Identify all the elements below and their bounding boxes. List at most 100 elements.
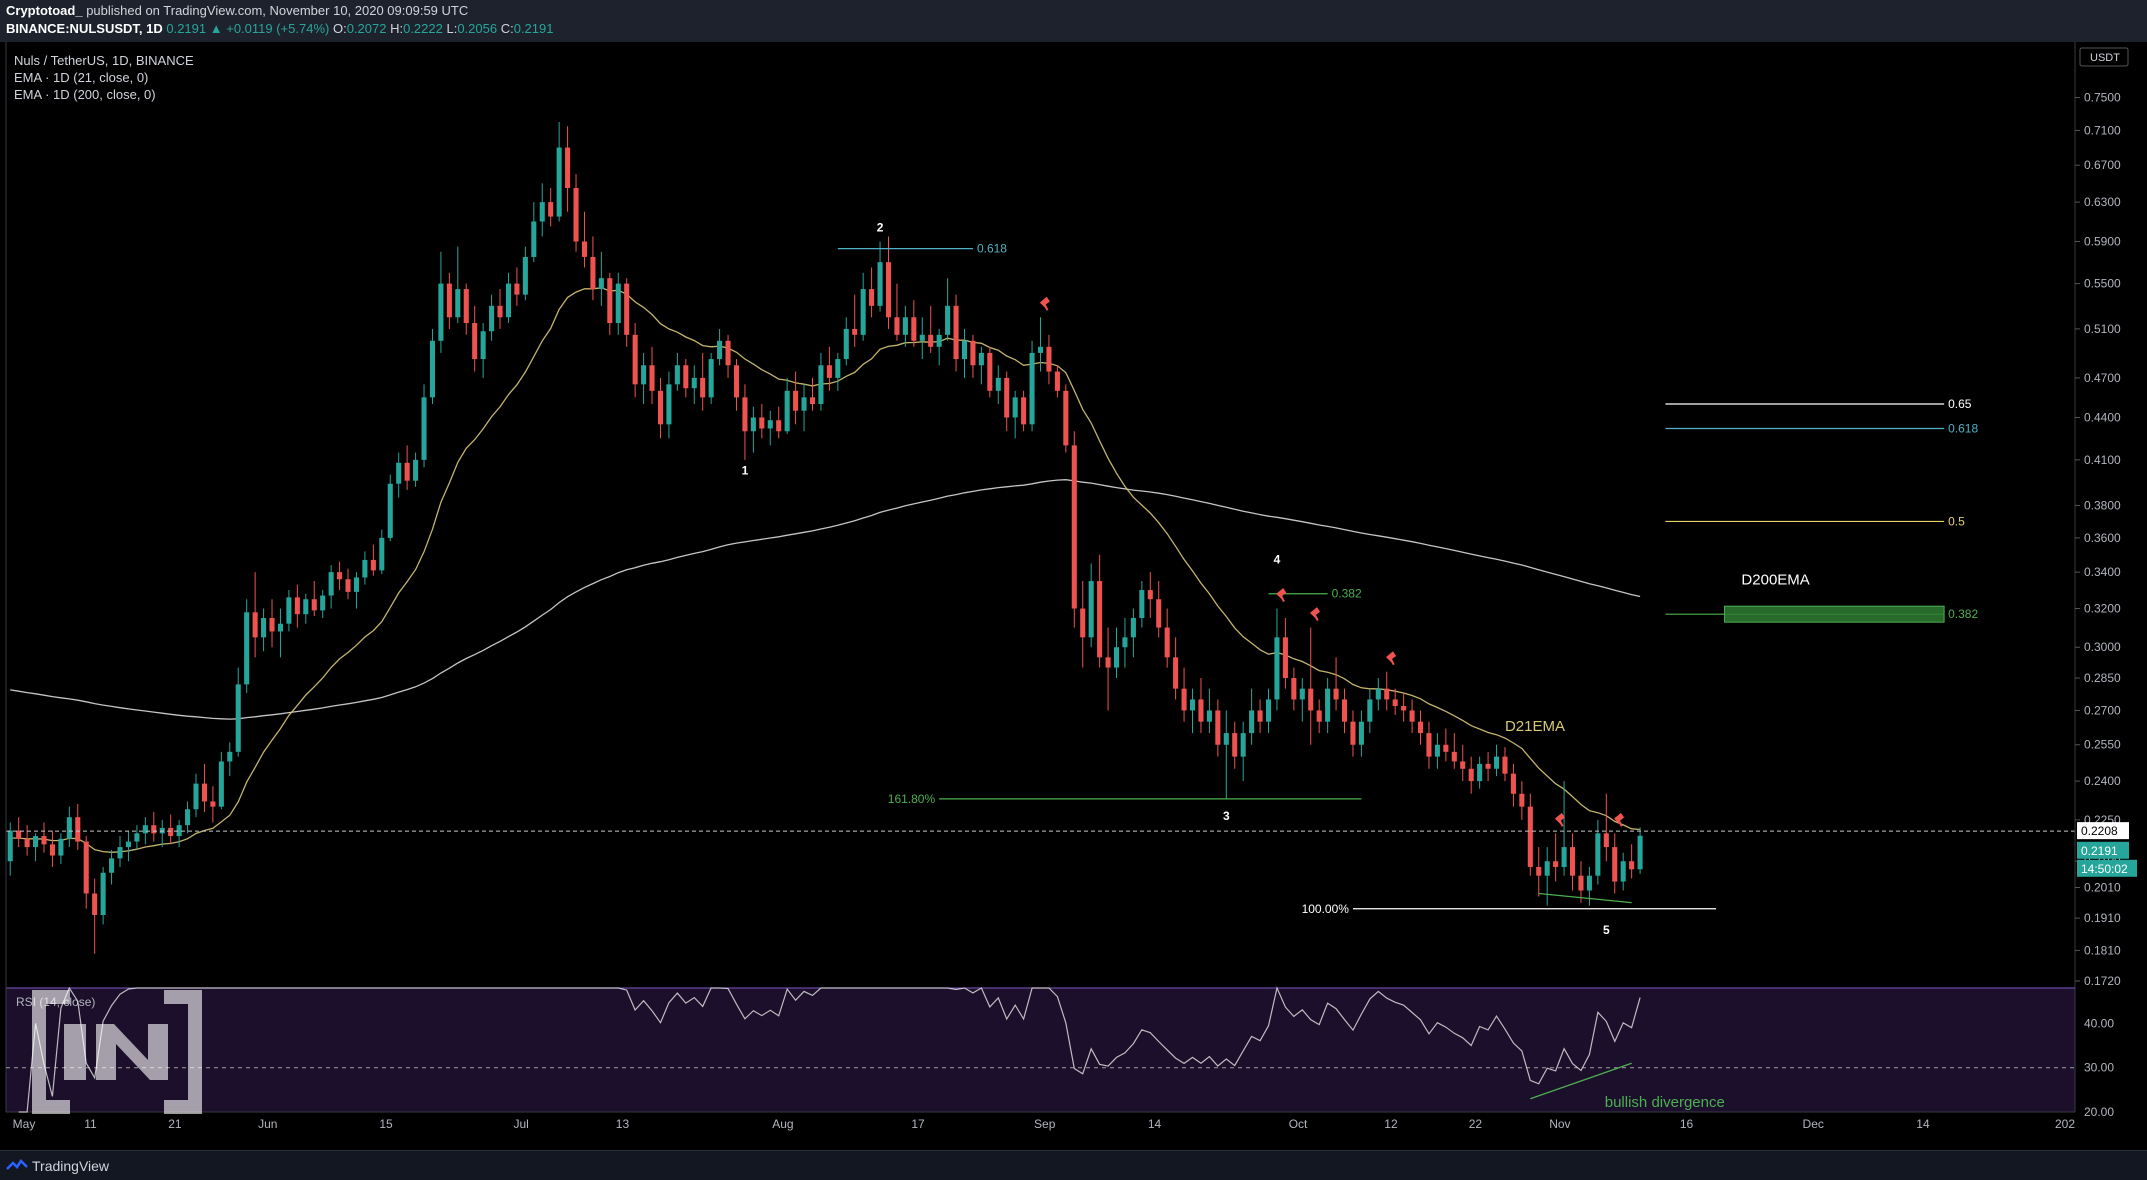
candle-body <box>607 278 613 324</box>
price-chart[interactable]: 0.618 0.382 161.80% 100.00% 0.65 0.618 0.5 0.38… <box>0 42 2147 1150</box>
candle-body <box>742 397 748 432</box>
candle-body <box>1147 590 1153 600</box>
candle-body <box>210 801 216 807</box>
low-value: 0.2056 <box>457 21 498 36</box>
quote-line: BINANCE:NULSUSDT, 1D 0.2191 ▲ +0.0119 (+… <box>6 21 553 36</box>
ema21-line <box>10 287 1641 853</box>
candle-body <box>1485 763 1491 769</box>
author-name[interactable]: Cryptotoad_ <box>6 3 83 18</box>
candle-body <box>784 390 790 432</box>
rejection-marker <box>1039 296 1050 311</box>
candle-body <box>49 844 55 856</box>
candle-body <box>387 483 393 538</box>
candle-body <box>902 317 908 335</box>
last-price: 0.2191 <box>166 21 207 36</box>
candle-body <box>767 420 773 429</box>
candle-body <box>320 595 326 611</box>
legend-ema200: EMA · 1D (200, close, 0) <box>14 87 156 102</box>
candle-body <box>142 825 148 834</box>
candle-body <box>953 305 959 360</box>
price-tick-label: 0.5900 <box>2084 234 2121 248</box>
candle-body <box>1367 699 1373 722</box>
time-tick-label: 11 <box>84 1117 97 1131</box>
fib-level-label: 100.00% <box>1302 902 1350 916</box>
candle-body <box>1561 847 1567 867</box>
candle-body <box>66 817 72 839</box>
legend-title: Nuls / TetherUS, 1D, BINANCE <box>14 53 194 68</box>
candle-body <box>1569 847 1576 876</box>
candle-body <box>24 838 30 848</box>
time-tick-label: May <box>13 1117 36 1131</box>
candle-body <box>565 147 571 189</box>
price-tick-label: 0.4100 <box>2084 453 2121 467</box>
candle-body <box>624 283 630 335</box>
candle-body <box>548 202 554 217</box>
tradingview-icon[interactable] <box>6 1159 28 1173</box>
candle-body <box>1612 847 1618 882</box>
candle-body <box>345 579 351 592</box>
candle-body <box>843 328 849 360</box>
candle-body <box>193 783 199 810</box>
candle-body <box>1468 768 1474 782</box>
fib-level-label: 0.382 <box>1332 587 1362 601</box>
divergence-price-line <box>1538 892 1632 904</box>
high-label: H: <box>390 21 404 36</box>
countdown-label: 14:50:02 <box>2081 862 2128 876</box>
price-tick-label: 0.6300 <box>2084 195 2121 209</box>
candle-body <box>1460 761 1466 769</box>
time-tick-label: Sep <box>1034 1117 1056 1131</box>
candle-body <box>666 384 672 425</box>
open-value: 0.2072 <box>346 21 387 36</box>
candle-body <box>539 202 545 222</box>
candle-body <box>674 365 680 385</box>
candle-body <box>1553 861 1559 867</box>
candle-body <box>1054 371 1060 391</box>
candle-body <box>117 847 123 859</box>
countdown-badge <box>2077 859 2137 877</box>
candle-body <box>151 825 157 834</box>
candle-body <box>877 262 883 306</box>
candle-body <box>1012 397 1018 418</box>
fib-level-label: 0.382 <box>1948 607 1978 621</box>
price-tick-label: 0.1810 <box>2084 943 2121 957</box>
candle-body <box>100 872 106 915</box>
candle-body <box>168 827 174 837</box>
price-tick-label: 0.1720 <box>2084 974 2121 988</box>
candle-body <box>16 830 22 839</box>
candle-body <box>1097 581 1103 658</box>
candle-body <box>885 262 892 318</box>
fib-level-label: 0.5 <box>1948 514 1965 528</box>
rsi-tick-label: 20.00 <box>2084 1105 2114 1119</box>
candle-body <box>1409 710 1415 722</box>
footer-brand[interactable]: TradingView <box>32 1158 110 1174</box>
candle-body <box>294 597 300 615</box>
crosshair-price-badge <box>2077 822 2129 840</box>
candle-body <box>159 827 165 834</box>
candle-body <box>1088 581 1094 638</box>
fib-level-label: 0.618 <box>977 242 1007 256</box>
price-tick-label: 0.2010 <box>2084 881 2121 895</box>
candle-body <box>1063 390 1069 446</box>
candle-body <box>1071 445 1077 609</box>
candle-body <box>286 597 292 624</box>
candle-body <box>41 836 47 845</box>
candle-body <box>125 841 131 848</box>
candle-body <box>801 397 807 411</box>
price-tick-label: 0.2400 <box>2084 774 2121 788</box>
candle-body <box>1333 688 1339 700</box>
candle-body <box>58 838 64 856</box>
candle-body <box>936 334 942 347</box>
candle-body <box>1401 706 1407 711</box>
candle-body <box>835 359 841 378</box>
time-tick-label: 12 <box>1384 1117 1398 1131</box>
candle-body <box>1316 710 1322 722</box>
candle-body <box>421 397 427 460</box>
candle-body <box>33 836 39 848</box>
fib-level-label: 161.80% <box>888 792 936 806</box>
candle-body <box>75 817 81 842</box>
candle-body <box>759 417 765 429</box>
candle-body <box>615 283 621 324</box>
candle-body <box>1139 590 1145 618</box>
time-tick-label: 21 <box>168 1117 182 1131</box>
candle-body <box>404 462 410 481</box>
